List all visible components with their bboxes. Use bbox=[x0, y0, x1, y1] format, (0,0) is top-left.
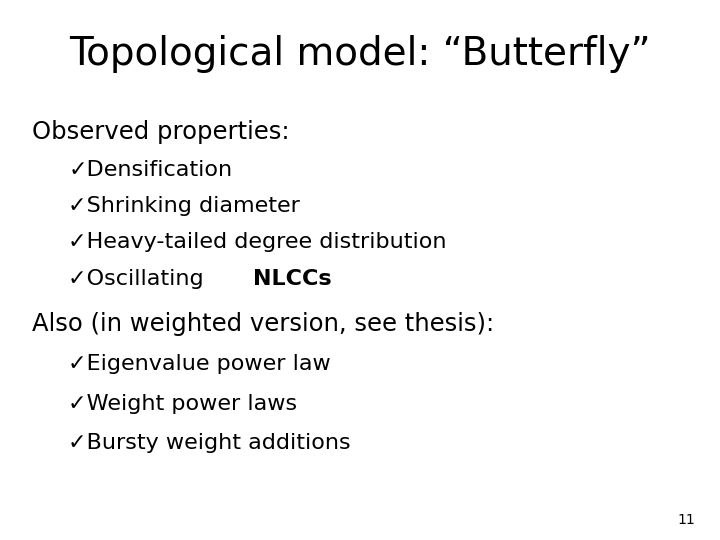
Text: Also (in weighted version, see thesis):: Also (in weighted version, see thesis): bbox=[32, 312, 495, 336]
Text: ✓Shrinking diameter: ✓Shrinking diameter bbox=[68, 196, 300, 217]
Text: Topological model: “Butterfly”: Topological model: “Butterfly” bbox=[69, 35, 651, 73]
Text: Observed properties:: Observed properties: bbox=[32, 120, 290, 144]
Text: ✓Heavy-tailed degree distribution: ✓Heavy-tailed degree distribution bbox=[68, 232, 447, 253]
Text: ✓Densification: ✓Densification bbox=[68, 160, 233, 180]
Text: NLCCs: NLCCs bbox=[253, 268, 331, 289]
Text: ✓Bursty weight additions: ✓Bursty weight additions bbox=[68, 433, 351, 454]
Text: ✓Eigenvalue power law: ✓Eigenvalue power law bbox=[68, 354, 331, 375]
Text: 11: 11 bbox=[677, 512, 695, 526]
Text: ✓Oscillating: ✓Oscillating bbox=[68, 268, 211, 289]
Text: ✓Weight power laws: ✓Weight power laws bbox=[68, 394, 297, 414]
